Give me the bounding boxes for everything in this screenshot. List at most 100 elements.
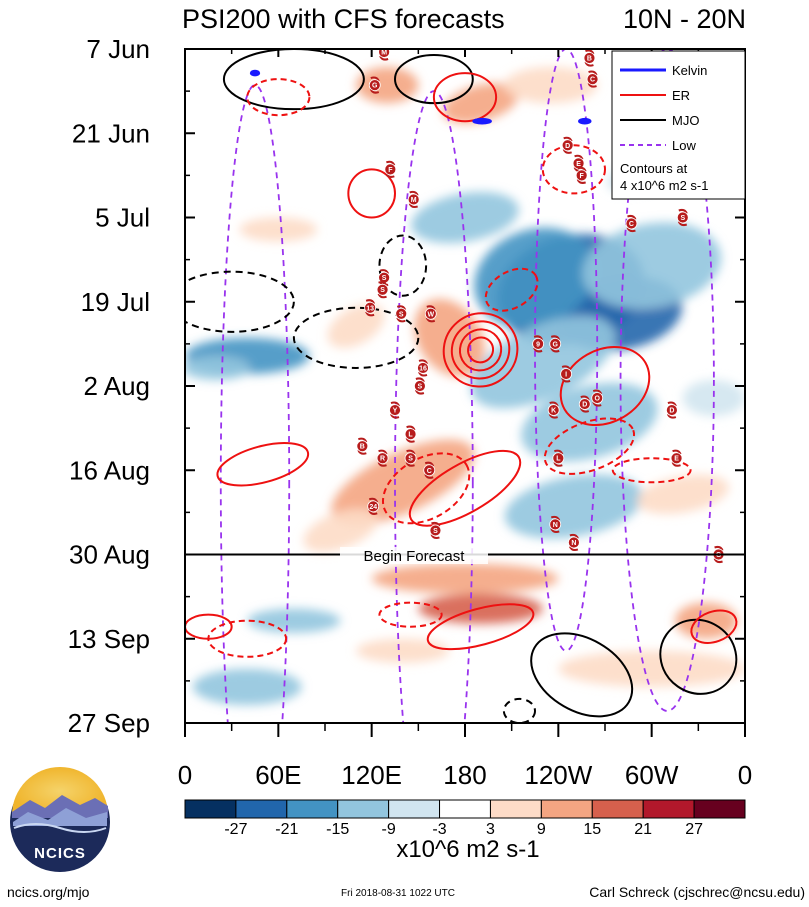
legend-box [611, 50, 746, 200]
storm-swirl [579, 395, 590, 413]
storm-swirl [357, 437, 368, 455]
anomaly-blob-21 [356, 638, 450, 663]
colorbar-swatch [235, 799, 288, 819]
er-contour-0-ring-0 [442, 312, 519, 388]
footer-author: Carl Schreck (cjschrec@ncsu.edu) [589, 884, 805, 900]
er-contour-8-ring-0 [347, 168, 396, 219]
storm-icon [561, 139, 574, 152]
x-axis-labels: 0 60E 120E 180 120W 60W 0 [178, 760, 752, 790]
storm-icon [423, 464, 436, 477]
storm-swirl [553, 449, 564, 467]
storm-icon [549, 518, 562, 531]
storm-icon [625, 217, 638, 230]
er-contour-16-ring-0 [484, 267, 539, 312]
y-tick-label: 21 Jun [72, 118, 150, 148]
storm-swirl [548, 401, 559, 419]
colorbar-labels: -27 -21 -15 -9 -3 3 9 15 21 27 [224, 821, 703, 838]
logo-wave [13, 823, 107, 833]
storm-marker: S [376, 281, 389, 299]
y-axis-labels: 7 Jun 21 Jun 5 Jul 19 Jul 2 Aug 16 Aug 30 Aug 1… [68, 34, 150, 738]
storm-swirl [561, 365, 572, 383]
storm-swirl [568, 533, 579, 552]
storm-icon [368, 79, 381, 92]
x-tick-label: 120E [341, 760, 402, 790]
storm-marker: G [368, 76, 381, 94]
storm-icon [364, 301, 377, 314]
storm-icon [367, 500, 380, 513]
storm-swirl [385, 160, 396, 178]
storm-swirl [405, 425, 416, 443]
legend-er-label: ER [672, 88, 690, 103]
storm-label: E [674, 456, 679, 463]
colorbar-label: 3 [486, 821, 495, 838]
storm-swirl [533, 335, 544, 353]
storm-swirl [584, 49, 595, 67]
storm-marker: C [586, 70, 599, 88]
storm-icon [376, 283, 389, 296]
storm-icon [549, 337, 562, 350]
logo-mountain-1 [12, 795, 108, 818]
footer-timestamp: Fri 2018-08-31 1022 UTC [341, 888, 455, 899]
anomaly-blob-11 [192, 668, 302, 705]
storm-label: R [380, 456, 385, 463]
storm-label: C [629, 221, 634, 228]
er-contour-11-ring-0 [543, 417, 636, 475]
colorbar-swatch [693, 799, 746, 819]
colorbar-swatch [388, 799, 441, 819]
storm-swirl [671, 449, 682, 467]
anomaly-blob-12 [682, 379, 745, 417]
x-tick-label: 120W [524, 760, 592, 790]
storm-marker: N [567, 533, 580, 552]
storm-marker: S [404, 449, 417, 467]
wave-contours [185, 49, 738, 723]
storm-swirl [424, 461, 435, 479]
storm-swirl [408, 190, 419, 209]
storm-label: Y [393, 408, 398, 415]
colorbar-units: x10^6 m2 s-1 [396, 836, 539, 863]
colorbar-swatch [286, 799, 339, 819]
er-contour-15-ring-0 [611, 457, 692, 484]
storm-swirl [550, 335, 561, 353]
er-contour-7-ring-0 [432, 72, 498, 123]
storm-marker: 9 [532, 335, 545, 353]
storm-label: 13 [366, 305, 374, 312]
colorbar-label: -21 [275, 821, 298, 838]
storm-swirl [369, 76, 380, 94]
y-tick-label: 2 Aug [83, 371, 150, 401]
storm-icon [591, 392, 604, 404]
storm-marker: G [549, 335, 562, 353]
storm-icon [552, 452, 565, 465]
storm-icon [583, 52, 596, 64]
anomaly-blob-22 [558, 650, 745, 687]
anomaly-blob-19 [371, 563, 559, 594]
storm-label: E [576, 161, 581, 168]
storm-icon [586, 73, 599, 85]
storm-label: O [594, 396, 600, 403]
storm-icon [356, 440, 369, 453]
kelvin-contour-0 [472, 117, 492, 125]
anomaly-blob-9 [185, 355, 251, 380]
storm-swirl [677, 208, 688, 227]
colorbar-label: 15 [583, 821, 601, 838]
chart-title: PSI200 with CFS forecasts [182, 4, 505, 34]
plot-frame [184, 48, 746, 724]
storm-label: S [399, 311, 404, 318]
storm-label: C [590, 77, 595, 84]
storm-marker: 13 [364, 299, 377, 317]
chart-region: 10N - 20N [623, 4, 746, 34]
storm-swirl [405, 449, 416, 467]
storm-swirl [592, 389, 603, 407]
storm-swirl [587, 70, 598, 88]
y-tick-label: 5 Jul [95, 203, 150, 233]
storm-label: N [553, 522, 558, 529]
colorbar-swatch [642, 799, 695, 819]
anomaly-blob-18 [331, 439, 475, 525]
er-contour-0-ring-1 [450, 320, 511, 380]
storm-label: D [565, 143, 570, 150]
mjo-contour-2 [530, 632, 634, 718]
storm-label: I [565, 371, 567, 378]
storm-marker: B [583, 49, 596, 67]
storm-swirl [562, 136, 573, 154]
storm-marker: I [560, 365, 573, 383]
legend-low-label: Low [672, 138, 696, 153]
